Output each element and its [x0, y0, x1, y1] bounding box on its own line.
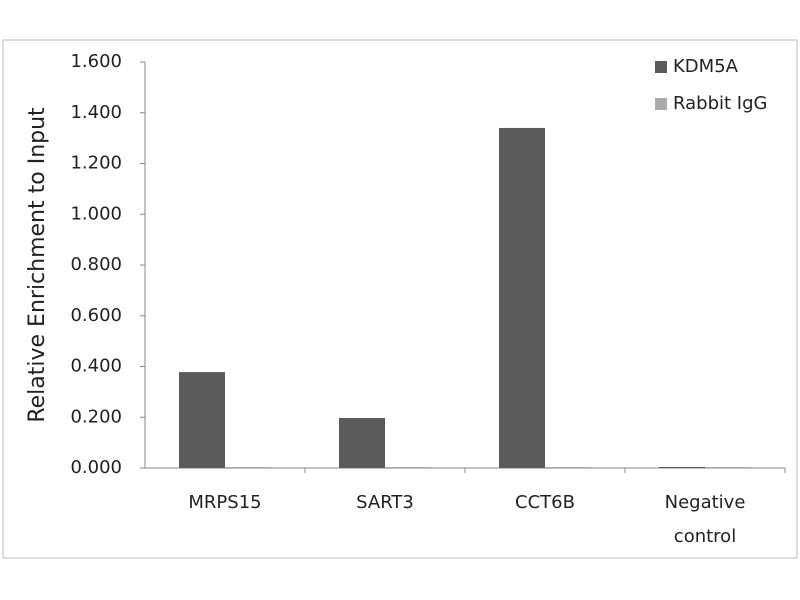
legend-label: KDM5A — [673, 56, 739, 77]
x-tick-label: MRPS15 — [188, 492, 261, 513]
bar — [385, 466, 431, 468]
bar — [499, 127, 545, 468]
chart-frame — [2, 39, 798, 559]
bar — [179, 372, 225, 468]
bar — [705, 466, 751, 468]
y-tick-label: 0.400 — [70, 356, 122, 377]
legend-swatch — [655, 98, 667, 110]
y-tick-label: 1.200 — [70, 153, 122, 174]
y-tick-label: 1.600 — [70, 51, 122, 72]
y-tick-label: 1.000 — [70, 203, 122, 224]
y-tick-label: 0.000 — [70, 457, 122, 478]
y-tick-label: 0.800 — [70, 254, 122, 275]
bar — [659, 466, 705, 468]
x-tick-label: SART3 — [356, 492, 414, 513]
y-axis-title: Relative Enrichment to Input — [25, 107, 50, 423]
x-tick-label: Negative control — [665, 492, 746, 547]
bar — [545, 466, 591, 468]
x-tick-label: CCT6B — [515, 492, 575, 513]
y-tick-label: 0.200 — [70, 406, 122, 427]
bar — [339, 418, 385, 468]
legend-label: Rabbit IgG — [673, 93, 767, 114]
y-tick-label: 1.400 — [70, 102, 122, 123]
y-tick-label: 0.600 — [70, 305, 122, 326]
legend-swatch — [655, 61, 667, 73]
bar — [225, 466, 271, 468]
